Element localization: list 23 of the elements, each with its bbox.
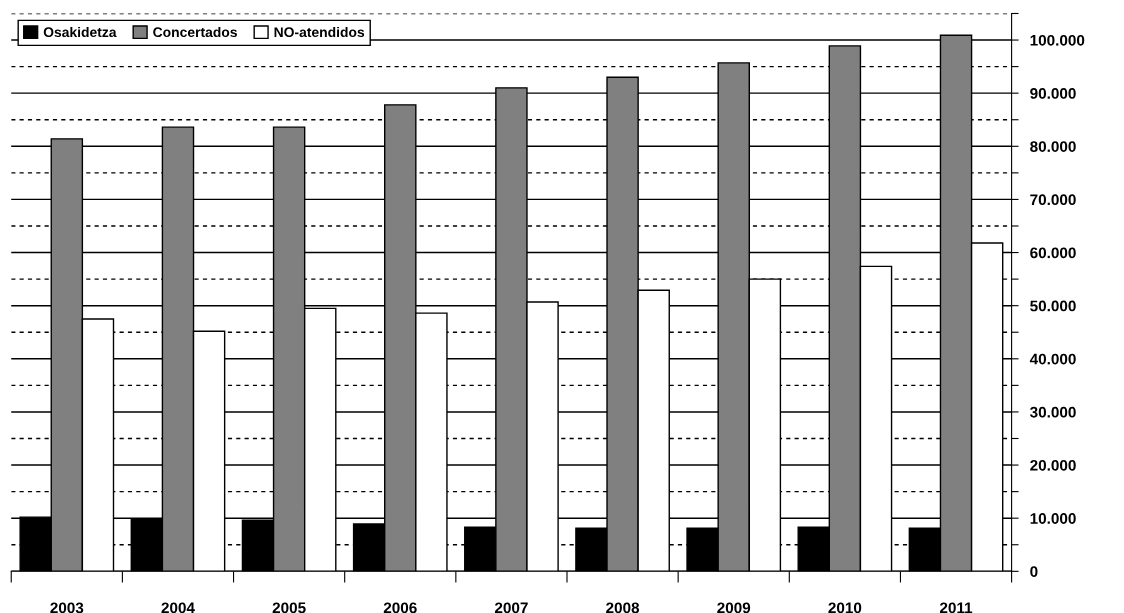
y-tick-label: 90.000: [1030, 88, 1076, 99]
legend-label: Concertados: [153, 26, 237, 38]
x-tick-label: 2003: [50, 602, 84, 613]
y-tick-label: 20.000: [1030, 459, 1076, 471]
y-tick-label: 0: [1030, 566, 1038, 577]
y-tick-label: 40.000: [1029, 353, 1076, 365]
x-tick-label: 2010: [828, 602, 862, 613]
y-tick-label: 80.000: [1030, 141, 1076, 152]
x-tick-label: 2007: [494, 602, 528, 613]
legend-label: Osakidetza: [43, 26, 117, 38]
x-tick-label: 2009: [717, 602, 751, 613]
x-tick-label: 2008: [606, 602, 640, 613]
y-tick-label: 50.000: [1030, 300, 1076, 312]
x-tick-label: 2005: [272, 602, 306, 613]
y-tick-label: 30.000: [1030, 406, 1076, 418]
y-tick-label: 100.000: [1030, 34, 1085, 46]
y-tick-label: 60.000: [1030, 247, 1076, 259]
x-tick-label: 2011: [939, 602, 973, 613]
y-tick-label: 70.000: [1030, 194, 1076, 206]
x-tick-label: 2006: [383, 602, 417, 613]
y-tick-label: 10.000: [1030, 513, 1076, 524]
legend-label: NO-atendidos: [274, 26, 365, 38]
x-tick-label: 2004: [161, 602, 195, 613]
